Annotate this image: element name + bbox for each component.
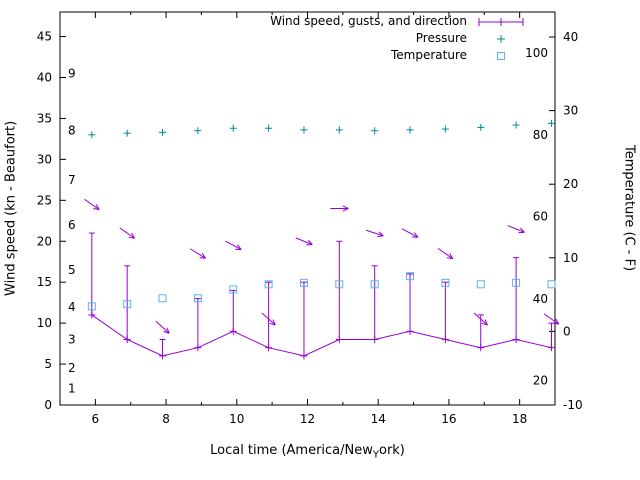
legend: Wind speed, gusts, and direction Pressur… <box>235 13 527 62</box>
svg-text:8: 8 <box>68 124 76 138</box>
svg-text:40: 40 <box>563 30 578 44</box>
errorbar-sample-icon <box>475 14 527 28</box>
x-axis-title: Local time (America/NewYork) <box>60 443 555 461</box>
svg-text:25: 25 <box>37 193 52 207</box>
svg-text:9: 9 <box>68 66 76 80</box>
svg-text:7: 7 <box>68 173 76 187</box>
svg-text:30: 30 <box>563 104 578 118</box>
svg-text:10: 10 <box>563 251 578 265</box>
legend-label-temperature: Temperature <box>390 47 467 62</box>
svg-text:35: 35 <box>37 111 52 125</box>
svg-text:18: 18 <box>512 412 527 426</box>
svg-text:12: 12 <box>300 412 315 426</box>
svg-text:8: 8 <box>162 412 170 426</box>
x-axis-title-part2: ork) <box>378 443 405 458</box>
svg-text:20: 20 <box>563 177 578 191</box>
left-axis-title: Wind speed (kn - Beaufort) <box>3 120 19 297</box>
svg-text:10: 10 <box>37 316 52 330</box>
svg-text:30: 30 <box>37 152 52 166</box>
svg-text:6: 6 <box>92 412 100 426</box>
x-axis-title-part1: Local time (America/New <box>210 443 373 458</box>
legend-label-wind: Wind speed, gusts, and direction <box>270 13 467 28</box>
svg-text:5: 5 <box>44 357 52 371</box>
plus-marker-icon <box>475 31 527 45</box>
legend-row-wind: Wind speed, gusts, and direction <box>235 13 527 28</box>
svg-text:5: 5 <box>68 263 76 277</box>
svg-text:2: 2 <box>68 361 76 375</box>
svg-text:-10: -10 <box>563 398 583 412</box>
svg-text:60: 60 <box>533 210 548 224</box>
svg-text:15: 15 <box>37 275 52 289</box>
svg-text:20: 20 <box>37 234 52 248</box>
legend-label-pressure: Pressure <box>415 30 467 45</box>
x-axis-title-subscript: Y <box>372 449 379 461</box>
svg-text:40: 40 <box>533 292 548 306</box>
svg-text:40: 40 <box>37 71 52 85</box>
svg-text:1: 1 <box>68 382 76 396</box>
legend-row-temperature: Temperature <box>235 47 527 62</box>
square-marker-icon <box>475 48 527 62</box>
svg-text:3: 3 <box>68 333 76 347</box>
svg-text:14: 14 <box>371 412 386 426</box>
svg-text:4: 4 <box>68 300 76 314</box>
svg-text:20: 20 <box>533 374 548 388</box>
svg-text:6: 6 <box>68 218 76 232</box>
svg-text:0: 0 <box>563 324 571 338</box>
svg-text:10: 10 <box>229 412 244 426</box>
right-axis-title: Temperature (C - F) <box>621 145 637 272</box>
svg-text:16: 16 <box>441 412 456 426</box>
legend-row-pressure: Pressure <box>235 30 527 45</box>
svg-text:0: 0 <box>44 398 52 412</box>
svg-text:80: 80 <box>533 128 548 142</box>
svg-text:100: 100 <box>525 46 548 60</box>
svg-text:45: 45 <box>37 30 52 44</box>
